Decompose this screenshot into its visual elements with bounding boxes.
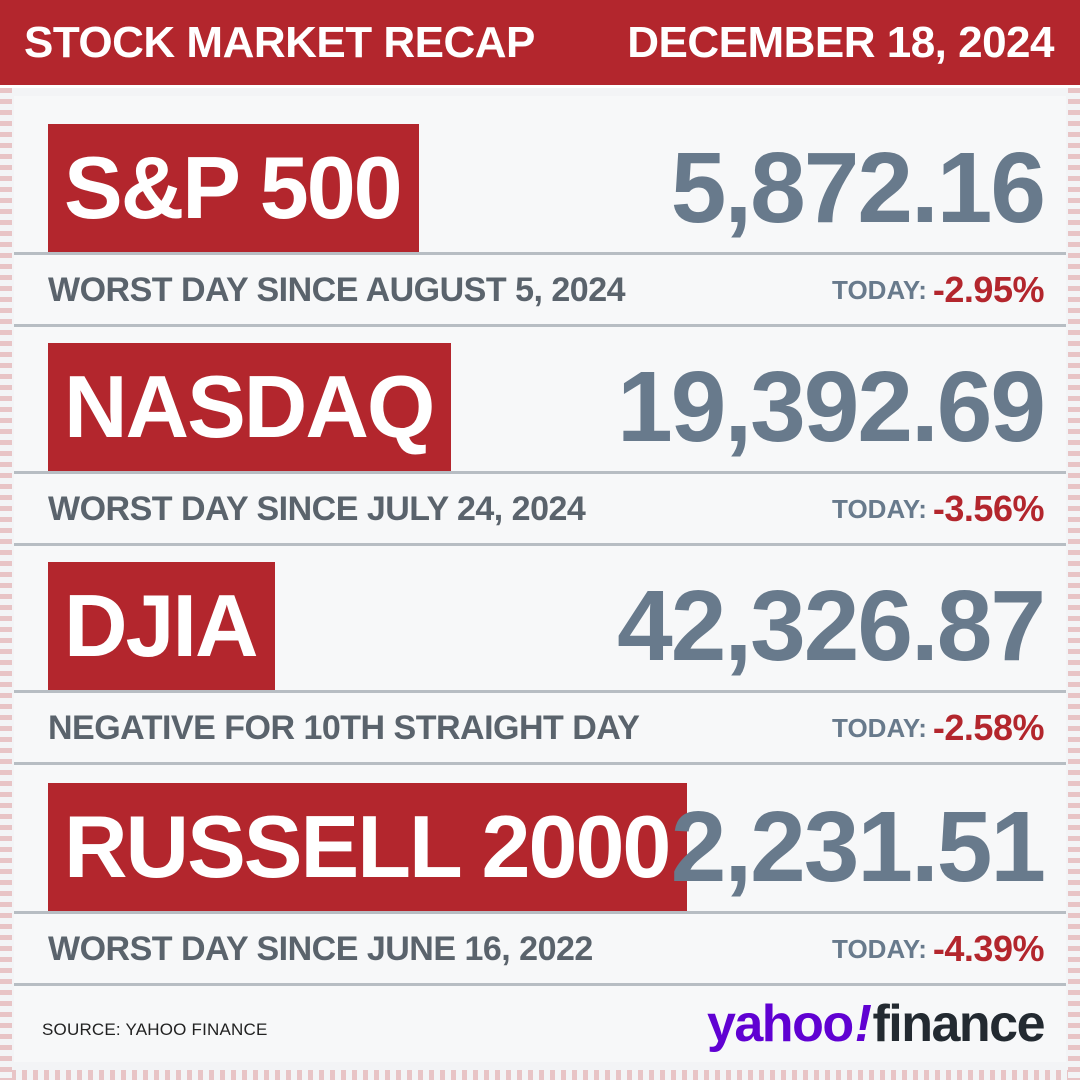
today-change: TODAY: -2.58% [832,694,1044,762]
today-change: TODAY: -3.56% [832,475,1044,543]
index-note: WORST DAY SINCE AUGUST 5, 2024 [48,270,626,309]
today-percent: -4.39% [932,928,1045,969]
index-name: RUSSELL 2000 [64,797,671,896]
source-note: SOURCE: YAHOO FINANCE [42,1020,268,1039]
index-note: NEGATIVE FOR 10TH STRAIGHT DAY [48,708,640,747]
logo-yahoo-text: yahoo [706,995,854,1053]
divider [14,471,1066,474]
divider [14,690,1066,693]
header-date: DECEMBER 18, 2024 [627,17,1054,67]
today-percent: -3.56% [932,488,1045,529]
index-value: 19,392.69 [617,351,1046,463]
index-value: 5,872.16 [670,132,1046,244]
index-label-djia: DJIA [48,562,275,690]
today-percent: -2.58% [932,707,1045,748]
index-label-nasdaq: NASDAQ [48,343,452,471]
divider [14,324,1066,327]
index-name: NASDAQ [64,357,435,456]
header-bar: STOCK MARKET RECAP DECEMBER 18, 2024 [0,0,1080,88]
header-title: STOCK MARKET RECAP [24,17,535,67]
index-label-russell2000: RUSSELL 2000 [48,783,688,911]
index-label-sp500: S&P 500 [48,124,419,252]
yahoo-finance-logo: yahoo ! finance [706,995,1046,1053]
divider [14,543,1066,546]
index-note: WORST DAY SINCE JUNE 16, 2022 [48,929,593,968]
today-label: TODAY: [832,493,927,524]
index-name: DJIA [64,576,258,675]
today-percent: -2.95% [932,269,1045,310]
index-value: 42,326.87 [617,570,1046,682]
logo-exclamation: ! [854,995,872,1053]
logo-finance-text: finance [872,995,1045,1053]
today-change: TODAY: -4.39% [832,915,1044,983]
today-label: TODAY: [832,712,927,743]
index-note: WORST DAY SINCE JULY 24, 2024 [48,489,586,528]
index-value: 2,231.51 [670,791,1046,903]
divider [14,762,1066,765]
divider [14,252,1066,255]
divider [14,983,1066,986]
today-label: TODAY: [832,274,927,305]
today-change: TODAY: -2.95% [832,256,1044,324]
today-label: TODAY: [832,933,927,964]
index-name: S&P 500 [64,138,403,237]
divider [14,911,1066,914]
